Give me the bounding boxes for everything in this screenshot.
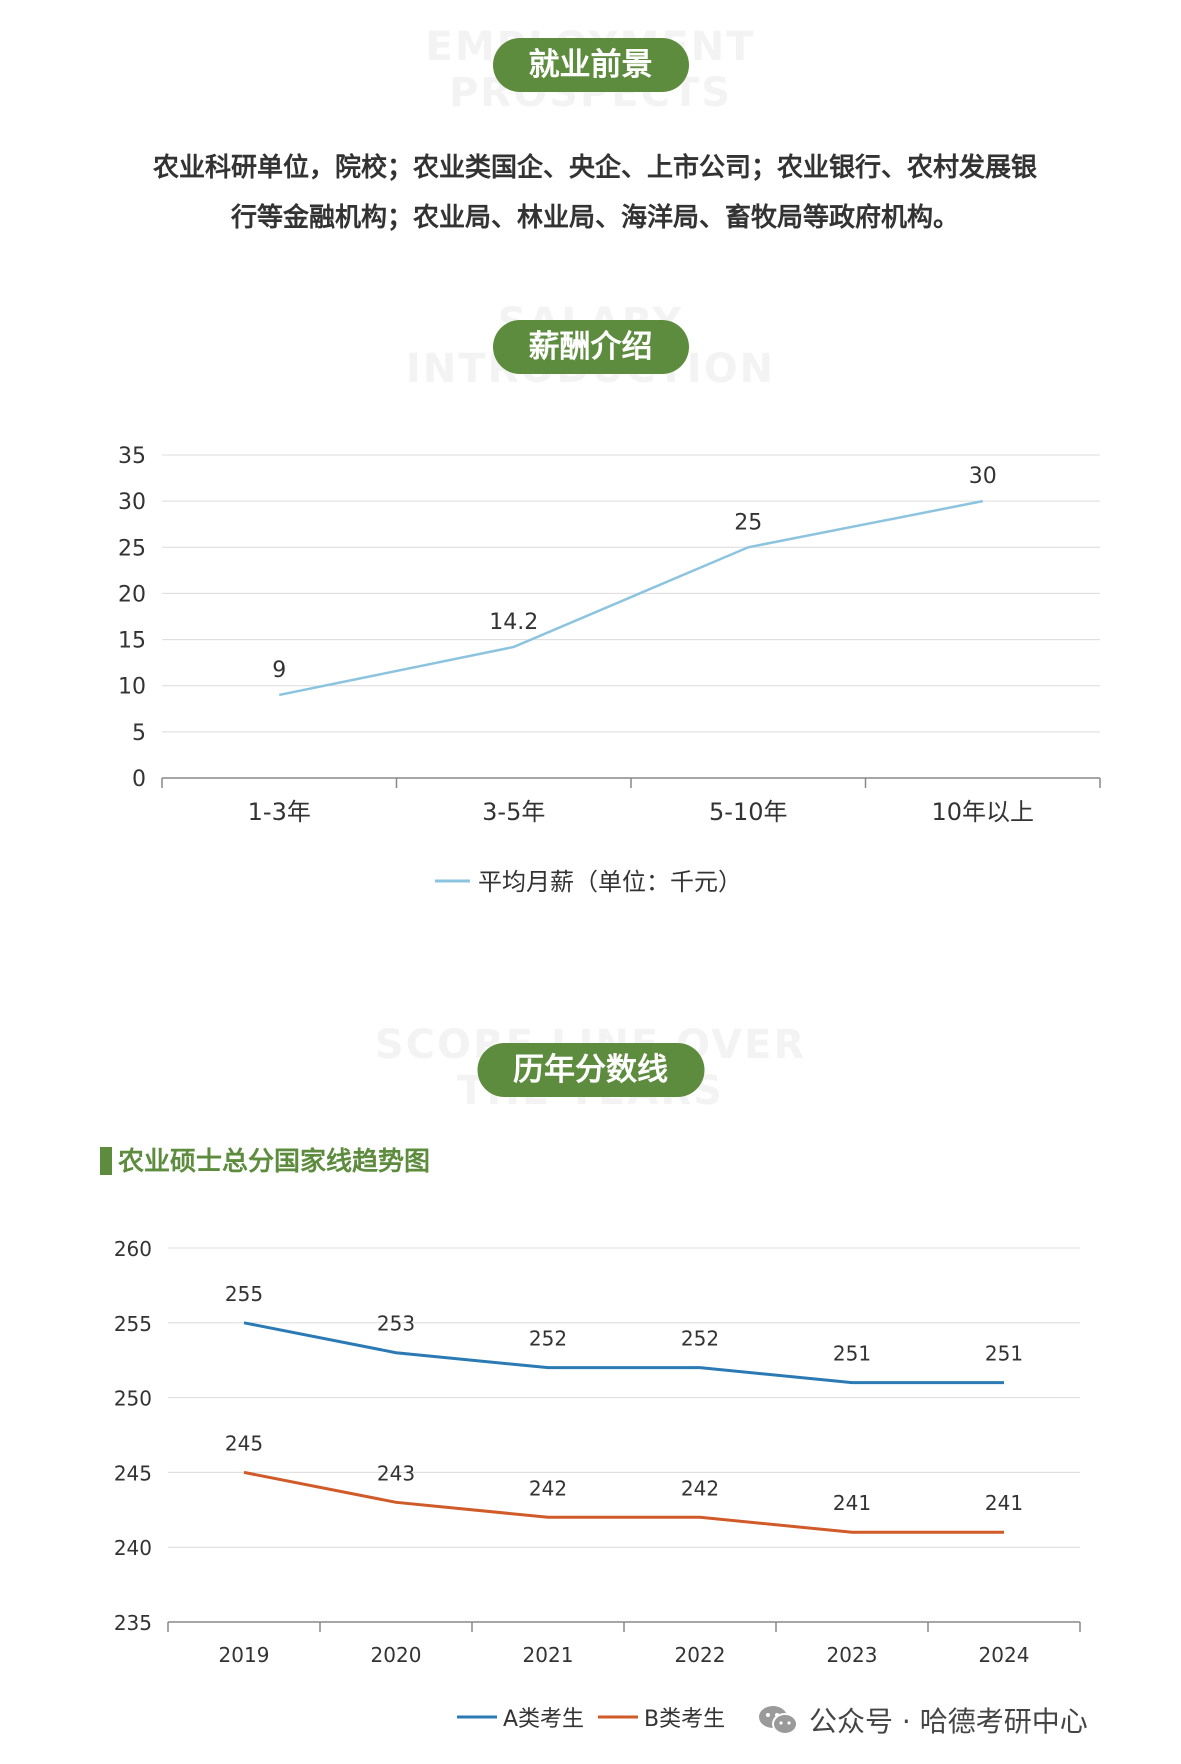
data-label: 241 <box>833 1491 871 1515</box>
y-tick-label: 250 <box>114 1387 152 1411</box>
y-tick-label: 255 <box>114 1312 152 1336</box>
legend-label: A类考生 <box>503 1707 584 1732</box>
series-line <box>278 499 983 697</box>
data-label: 25 <box>734 510 762 535</box>
x-tick-label: 2020 <box>371 1643 422 1667</box>
series-line <box>243 1321 1004 1385</box>
employment-title: 就业前景 <box>492 38 689 92</box>
y-tick-label: 10 <box>118 675 146 700</box>
x-tick-label: 1-3年 <box>248 798 311 826</box>
x-tick-label: 2022 <box>675 1643 726 1667</box>
data-label: 251 <box>985 1342 1023 1366</box>
wechat-icon <box>757 1704 799 1736</box>
data-label: 245 <box>225 1431 263 1455</box>
series-line <box>243 1470 1004 1534</box>
y-tick-label: 235 <box>114 1611 152 1635</box>
y-tick-label: 260 <box>114 1237 152 1261</box>
data-label: 242 <box>681 1476 719 1500</box>
legend-label: 平均月薪（单位：千元） <box>478 868 742 896</box>
x-tick-label: 2024 <box>979 1643 1030 1667</box>
x-tick-label: 2021 <box>523 1643 574 1667</box>
data-label: 251 <box>833 1342 871 1366</box>
subtitle-accent-bar <box>100 1147 112 1175</box>
footer: 公众号 · 哈德考研中心 <box>757 1700 1088 1740</box>
y-tick-label: 5 <box>132 721 146 746</box>
salary-title: 薪酬介绍 <box>492 320 689 374</box>
y-tick-label: 30 <box>118 490 146 515</box>
employment-text-line-1: 农业科研单位，院校；农业类国企、央企、上市公司；农业银行、农村发展银 <box>152 153 1037 183</box>
x-tick-label: 10年以上 <box>931 798 1034 826</box>
y-tick-label: 35 <box>118 444 146 469</box>
legend-label: B类考生 <box>644 1707 725 1732</box>
data-label: 255 <box>225 1282 263 1306</box>
y-tick-label: 240 <box>114 1536 152 1560</box>
data-label: 9 <box>272 658 286 683</box>
data-label: 252 <box>529 1327 567 1351</box>
data-label: 30 <box>969 464 997 489</box>
y-tick-label: 25 <box>118 536 146 561</box>
data-label: 243 <box>377 1461 415 1485</box>
data-label: 242 <box>529 1476 567 1500</box>
x-tick-label: 5-10年 <box>709 798 787 826</box>
scores-title: 历年分数线 <box>477 1043 704 1097</box>
y-tick-label: 0 <box>132 767 146 792</box>
employment-text-line-2: 行等金融机构；农业局、林业局、海洋局、畜牧局等政府机构。 <box>230 203 959 233</box>
y-tick-label: 245 <box>114 1461 152 1485</box>
data-label: 14.2 <box>489 610 538 635</box>
x-tick-label: 3-5年 <box>482 798 545 826</box>
scores-subtitle: 农业硕士总分国家线趋势图 <box>118 1147 431 1177</box>
y-tick-label: 15 <box>118 629 146 654</box>
footer-text: 公众号 · 哈德考研中心 <box>809 1705 1088 1738</box>
data-label: 253 <box>377 1312 415 1336</box>
scores-chart: 235 240 245 250 255 260 2019 2020 2021 2022 2023 20… <box>114 1237 1081 1732</box>
y-tick-label: 20 <box>118 582 146 607</box>
x-tick-label: 2019 <box>219 1643 270 1667</box>
data-label: 241 <box>985 1491 1023 1515</box>
salary-chart: 0 5 10 15 20 25 30 35 1-3年 3-5年 5-10年 10年以上 9 14.2 25 3… <box>118 444 1101 896</box>
data-label: 252 <box>681 1327 719 1351</box>
x-tick-label: 2023 <box>827 1643 878 1667</box>
